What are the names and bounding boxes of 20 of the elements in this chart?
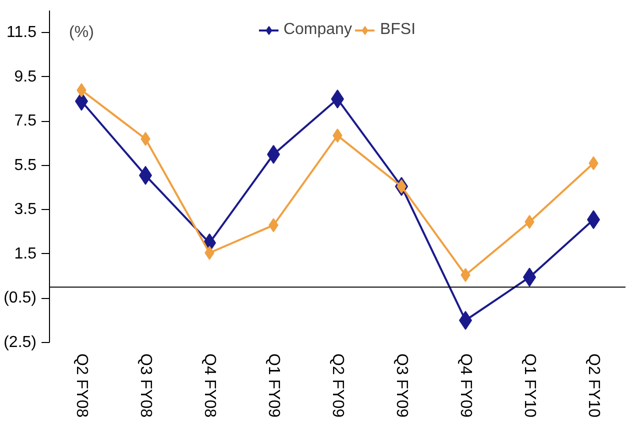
x-tick-label: Q2 FY09	[329, 354, 346, 418]
annotation: (%)	[69, 24, 94, 42]
x-tick-label: Q1 FY10	[521, 354, 538, 418]
legend-label: BFSI	[380, 21, 416, 39]
x-tick-label: Q4 FY08	[201, 354, 218, 418]
x-tick-label: Q1 FY09	[265, 354, 282, 418]
y-tick-label: 3.5	[14, 201, 37, 218]
y-tick-label: 1.5	[14, 245, 37, 262]
x-tick-label: Q2 FY10	[585, 354, 602, 418]
y-tick-label: 11.5	[6, 24, 37, 42]
y-tick-label: 5.5	[14, 156, 37, 174]
x-tick-label: Q3 FY09	[393, 354, 410, 418]
x-tick-label: Q2 FY08	[73, 354, 90, 418]
y-tick-label: 9.5	[14, 68, 37, 86]
y-tick-label: (2.5)	[4, 334, 37, 351]
legend-label: Company	[283, 21, 352, 39]
y-tick-label: 7.5	[14, 112, 37, 130]
x-tick-label: Q4 FY09	[457, 354, 474, 418]
y-tick-label: (0.5)	[4, 290, 37, 307]
x-tick-label: Q3 FY08	[137, 354, 154, 418]
